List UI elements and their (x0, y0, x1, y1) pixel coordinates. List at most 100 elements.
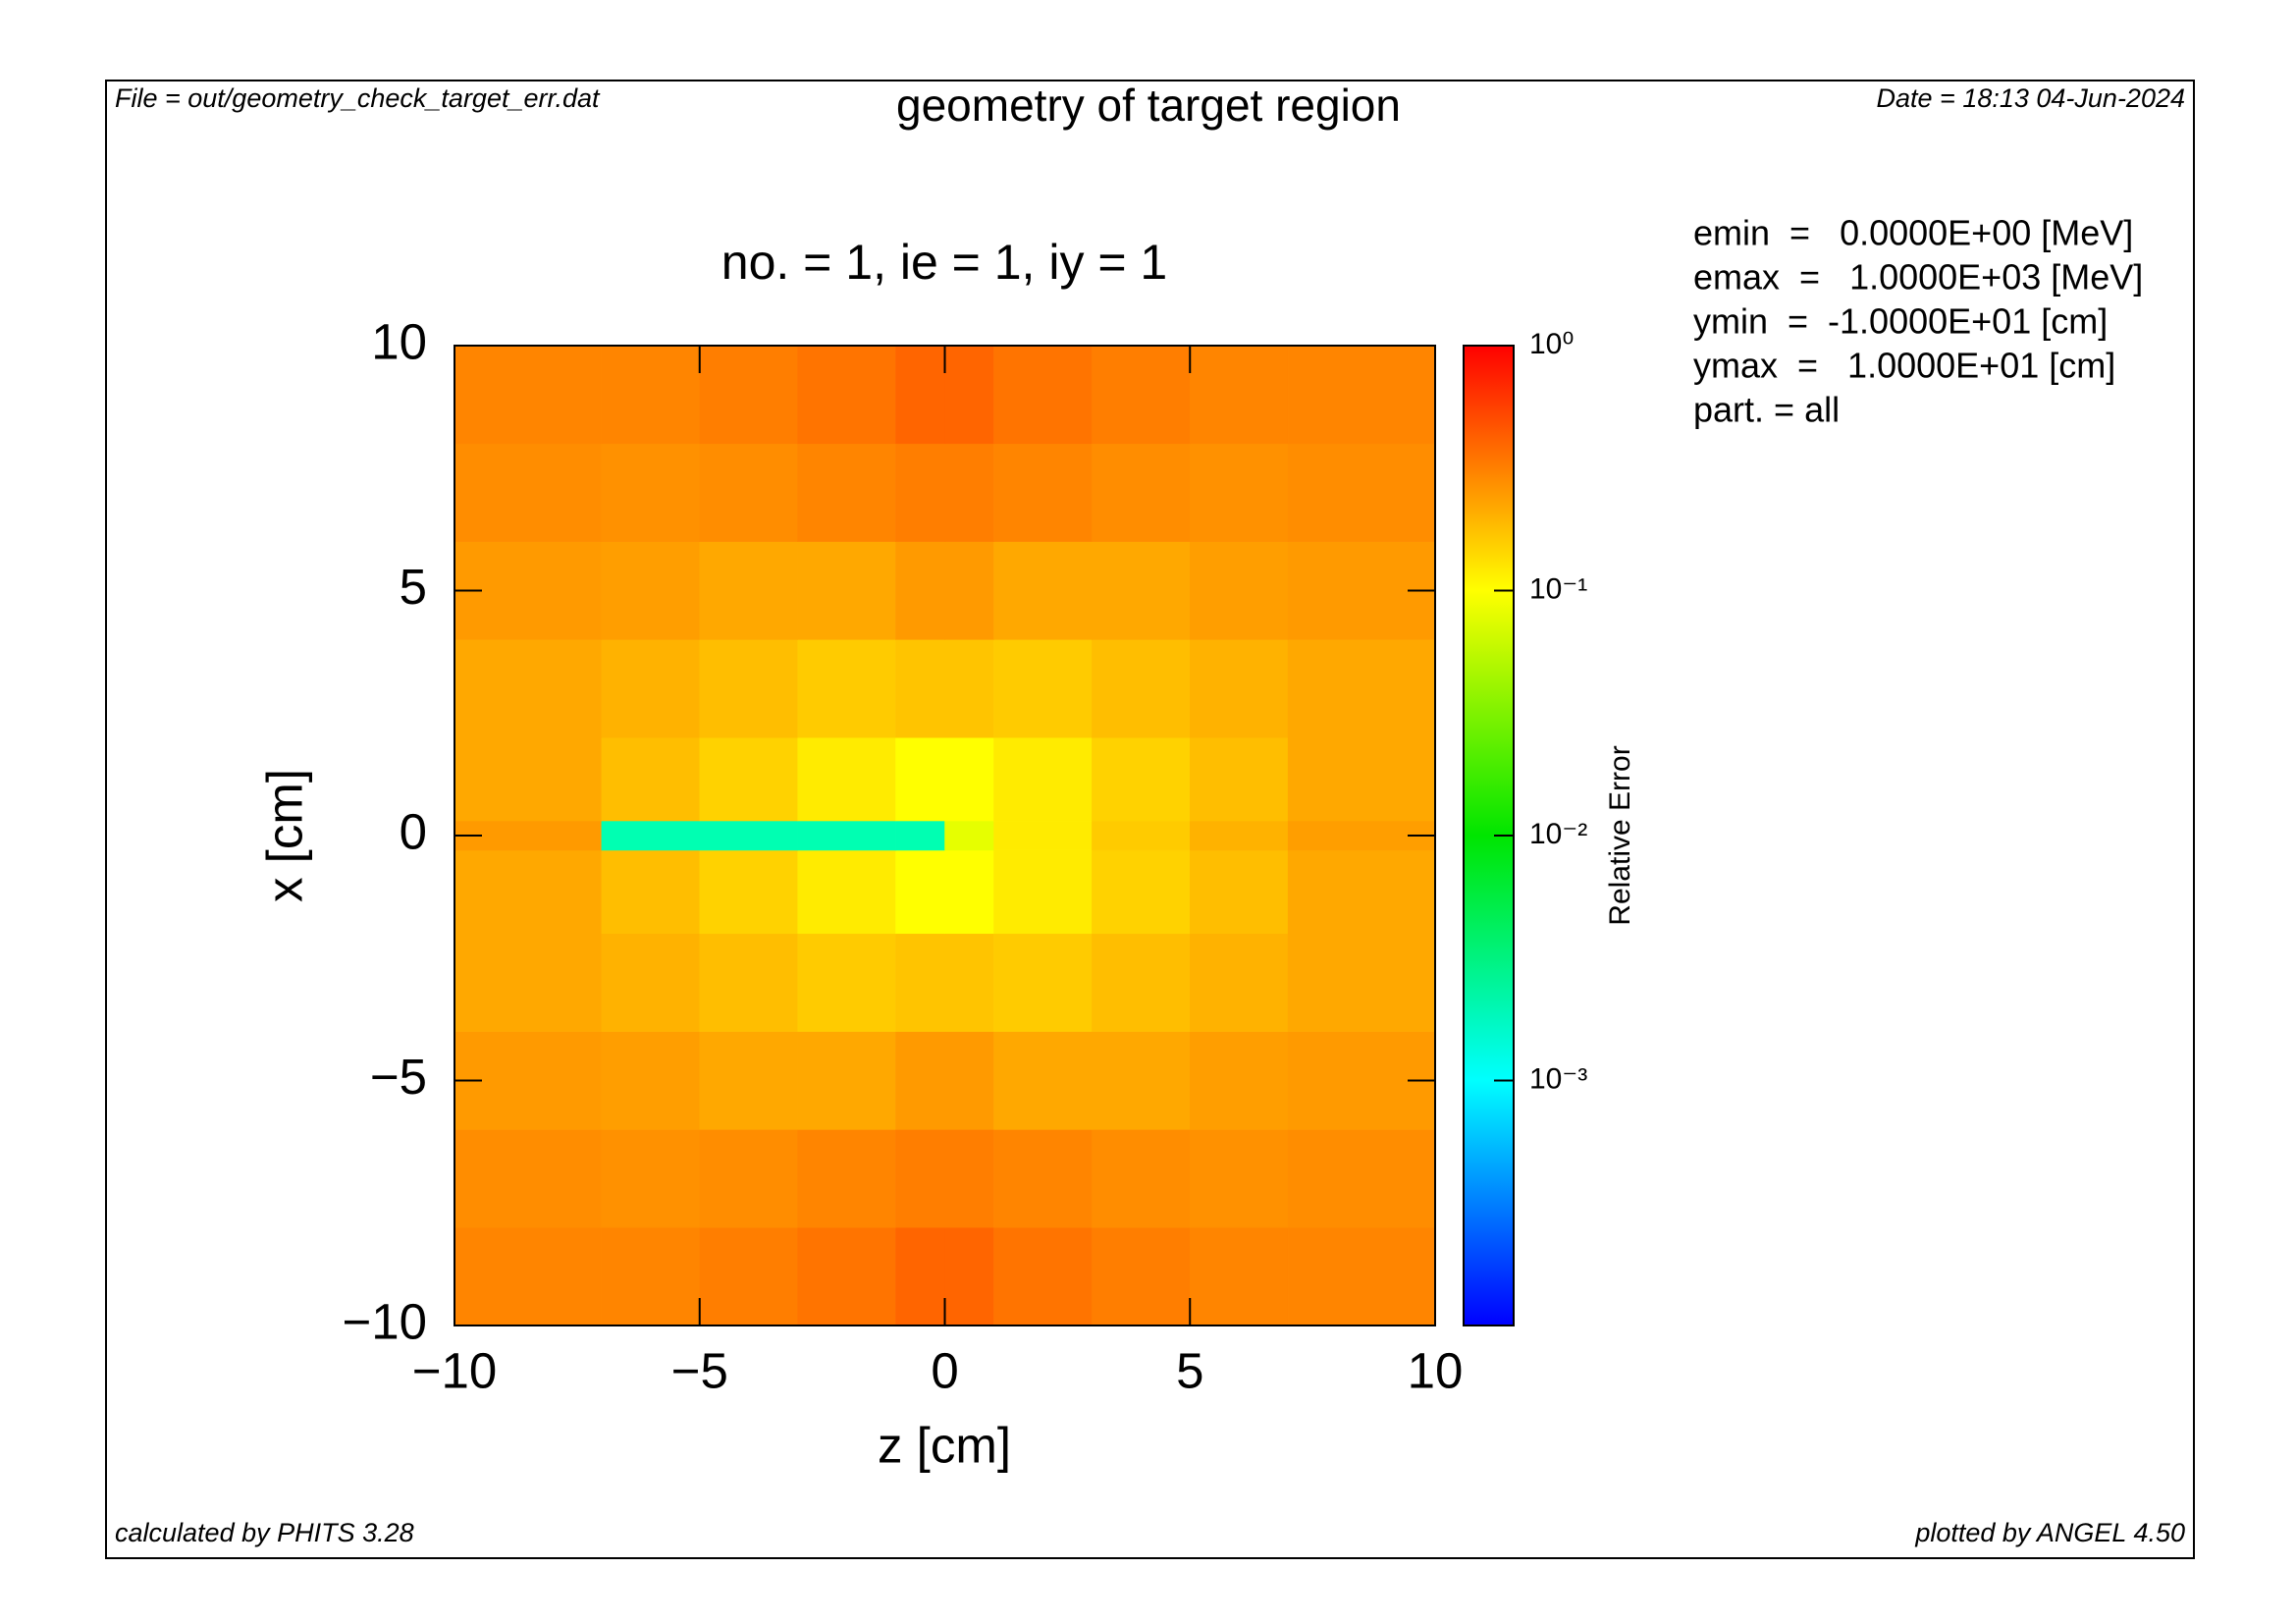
cell (1092, 1031, 1191, 1130)
cell (699, 736, 798, 822)
cell (601, 639, 700, 738)
cell (601, 933, 700, 1032)
cell (944, 1129, 994, 1228)
cell (895, 1129, 945, 1228)
info-line: part. = all (1693, 390, 1840, 430)
cell (797, 541, 896, 640)
cell (993, 1129, 1093, 1228)
footer-left: calculated by PHITS 3.28 (115, 1518, 414, 1547)
cell (699, 443, 798, 542)
cell (895, 820, 945, 851)
cell (797, 443, 896, 542)
info-line: emin = 0.0000E+00 [MeV] (1693, 213, 2133, 253)
cell (454, 736, 603, 822)
cell (797, 849, 896, 935)
cell (1190, 736, 1289, 822)
cell (1287, 443, 1436, 542)
cell (895, 443, 945, 542)
cell (1190, 849, 1289, 935)
cell (454, 933, 603, 1032)
cell (944, 849, 994, 935)
x-axis-label: z [cm] (878, 1417, 1011, 1473)
cell (1190, 933, 1289, 1032)
cell (1092, 736, 1191, 822)
cell (1287, 933, 1436, 1032)
x-tick-label: 0 (931, 1342, 958, 1398)
file-label: File = out/geometry_check_target_err.dat (115, 83, 601, 113)
cell (993, 1226, 1093, 1326)
cell (699, 541, 798, 640)
cell (993, 639, 1093, 738)
colorbar-tick-label: 10⁻² (1529, 818, 1587, 850)
cell (993, 933, 1093, 1032)
cell (797, 1226, 896, 1326)
cell (895, 639, 945, 738)
y-tick-label: 5 (400, 559, 427, 615)
cell (699, 639, 798, 738)
cell (993, 541, 1093, 640)
chart-subtitle: no. = 1, ie = 1, iy = 1 (721, 235, 1167, 290)
cell (1092, 849, 1191, 935)
cell (1190, 345, 1289, 445)
y-tick-label: 0 (400, 803, 427, 859)
cell (454, 443, 603, 542)
y-tick-label: 10 (371, 313, 427, 369)
colorbar-label: Relative Error (1604, 745, 1636, 925)
cell (1287, 1129, 1436, 1228)
cell (797, 1031, 896, 1130)
cell (797, 736, 896, 822)
cell (944, 820, 994, 851)
y-tick-label: −5 (370, 1049, 427, 1105)
cell (797, 345, 896, 445)
cell (454, 639, 603, 738)
cell (1287, 849, 1436, 935)
cell (944, 1226, 994, 1326)
cell (699, 1031, 798, 1130)
cell (1092, 443, 1191, 542)
cell (1287, 1226, 1436, 1326)
cell (993, 736, 1093, 822)
cell (1190, 1226, 1289, 1326)
cell (1092, 345, 1191, 445)
chart-title: geometry of target region (896, 80, 1401, 131)
x-tick-label: 5 (1176, 1342, 1203, 1398)
cell (1190, 820, 1289, 851)
cell (1092, 1226, 1191, 1326)
colorbar-tick-label: 10⁻³ (1529, 1062, 1587, 1095)
footer-right: plotted by ANGEL 4.50 (1914, 1518, 2185, 1547)
cell (895, 541, 945, 640)
cell (699, 1129, 798, 1228)
cell (944, 639, 994, 738)
cell (993, 345, 1093, 445)
cell (699, 345, 798, 445)
cell (895, 933, 945, 1032)
y-axis-label: x [cm] (256, 769, 312, 902)
x-tick-label: 10 (1408, 1342, 1464, 1398)
cell (699, 1226, 798, 1326)
info-line: ymin = -1.0000E+01 [cm] (1693, 301, 2108, 342)
cell (1092, 933, 1191, 1032)
cell (895, 345, 945, 445)
cell (601, 849, 700, 935)
cell (454, 1129, 603, 1228)
cell (601, 1031, 700, 1130)
cell (1190, 639, 1289, 738)
cell (601, 820, 700, 851)
cell (1287, 345, 1436, 445)
heatmap (454, 345, 1436, 1326)
cell (1190, 541, 1289, 640)
cell (895, 1226, 945, 1326)
date-label: Date = 18:13 04-Jun-2024 (1877, 83, 2185, 113)
cell (944, 541, 994, 640)
cell (601, 443, 700, 542)
cell (699, 933, 798, 1032)
cell (993, 849, 1093, 935)
cell (601, 1129, 700, 1228)
info-line: ymax = 1.0000E+01 [cm] (1693, 346, 2115, 386)
cell (454, 345, 603, 445)
cell (1092, 1129, 1191, 1228)
cell (993, 820, 1093, 851)
cell (1190, 1129, 1289, 1228)
cell (601, 1226, 700, 1326)
